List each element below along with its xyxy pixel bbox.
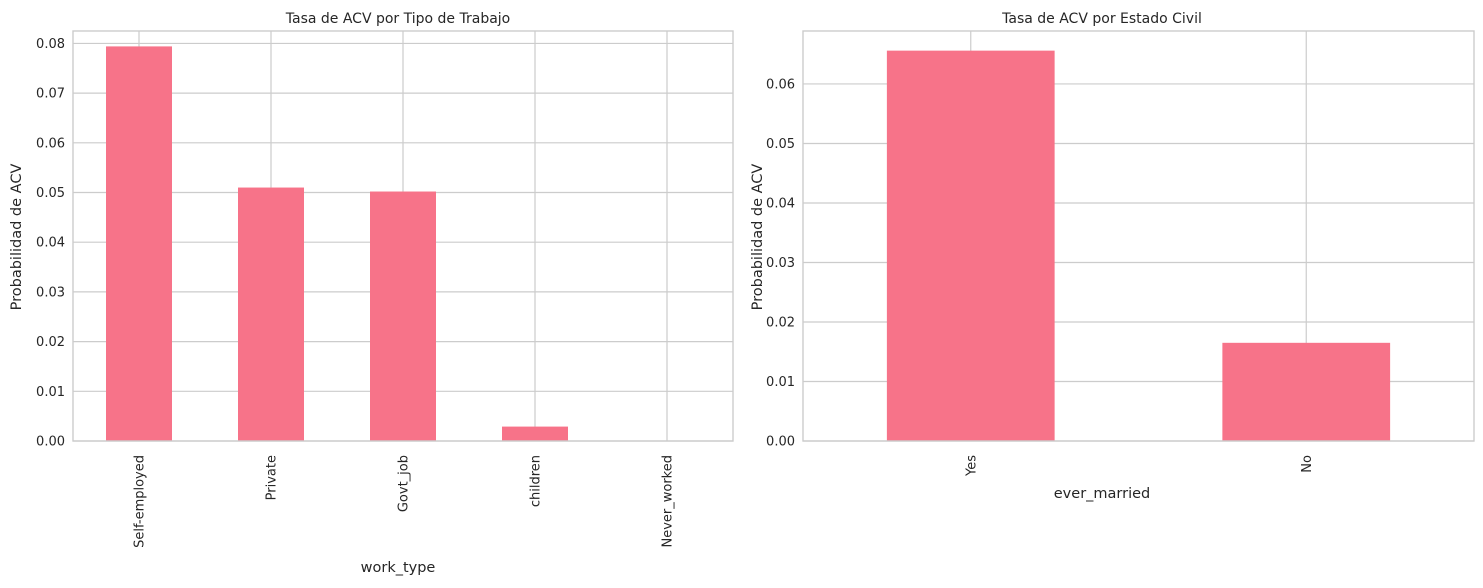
bar-yes <box>886 50 1055 442</box>
y-tick-label: 0.08 <box>36 37 65 52</box>
y-axis-label: Probabilidad de ACV <box>9 164 25 311</box>
x-tick-label: Govt_job <box>397 455 412 512</box>
y-tick-label: 0.06 <box>36 136 65 151</box>
y-tick-label: 0.00 <box>766 435 795 450</box>
y-tick-label: 0.02 <box>766 315 795 330</box>
x-tick-label: Yes <box>964 455 979 477</box>
plot-frame <box>802 30 1475 442</box>
x-tick-label: Self-employed <box>133 455 148 548</box>
bar-govt-job <box>370 191 436 441</box>
x-tick-label: Private <box>265 455 280 500</box>
bar-children <box>502 426 568 441</box>
x-axis-label: ever_married <box>1054 486 1150 502</box>
y-tick-label: 0.00 <box>36 435 65 450</box>
ever-married-chart: Tasa de ACV por Estado Civil Probabilida… <box>750 11 1475 502</box>
y-axis-label: Probabilidad de ACV <box>750 164 766 311</box>
y-tick-label: 0.03 <box>766 256 795 271</box>
y-tick-label: 0.04 <box>766 196 795 211</box>
y-tick-label: 0.01 <box>766 375 795 390</box>
bar-no <box>1222 342 1391 441</box>
y-tick-label: 0.01 <box>36 385 65 400</box>
chart-title: Tasa de ACV por Tipo de Trabajo <box>285 11 511 27</box>
plot-frame <box>72 30 734 442</box>
y-tick-label: 0.06 <box>766 77 795 92</box>
chart-title: Tasa de ACV por Estado Civil <box>1001 11 1202 27</box>
x-axis-label: work_type <box>361 560 436 576</box>
y-tick-label: 0.05 <box>766 137 795 152</box>
bar-self-employed <box>106 46 172 441</box>
y-tick-label: 0.03 <box>36 285 65 300</box>
y-tick-label: 0.05 <box>36 186 65 201</box>
work-type-chart: Tasa de ACV por Tipo de Trabajo Probabil… <box>9 11 734 576</box>
y-tick-label: 0.02 <box>36 335 65 350</box>
x-tick-label: Never_worked <box>661 455 676 548</box>
bar-private <box>238 187 304 441</box>
x-tick-label: No <box>1300 455 1315 473</box>
y-tick-label: 0.07 <box>36 87 65 102</box>
y-tick-label: 0.04 <box>36 236 65 251</box>
x-tick-label: children <box>529 455 544 507</box>
